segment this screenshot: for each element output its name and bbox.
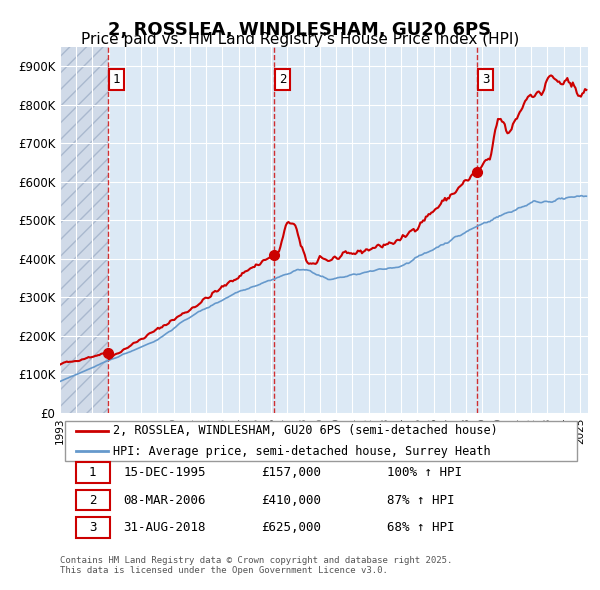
Text: 3: 3 [89, 521, 97, 534]
Text: HPI: Average price, semi-detached house, Surrey Heath: HPI: Average price, semi-detached house,… [113, 445, 490, 458]
Text: 3: 3 [482, 73, 489, 86]
Text: 08-MAR-2006: 08-MAR-2006 [124, 493, 206, 507]
Text: 68% ↑ HPI: 68% ↑ HPI [388, 521, 455, 534]
Text: 2, ROSSLEA, WINDLESHAM, GU20 6PS (semi-detached house): 2, ROSSLEA, WINDLESHAM, GU20 6PS (semi-d… [113, 424, 497, 437]
Text: £410,000: £410,000 [260, 493, 320, 507]
Text: 31-AUG-2018: 31-AUG-2018 [124, 521, 206, 534]
Text: 15-DEC-1995: 15-DEC-1995 [124, 466, 206, 479]
FancyBboxPatch shape [76, 463, 110, 483]
Text: 1: 1 [113, 73, 121, 86]
Text: Price paid vs. HM Land Registry's House Price Index (HPI): Price paid vs. HM Land Registry's House … [81, 32, 519, 47]
Text: £625,000: £625,000 [260, 521, 320, 534]
Text: 87% ↑ HPI: 87% ↑ HPI [388, 493, 455, 507]
Text: 2: 2 [279, 73, 286, 86]
Text: 2: 2 [89, 493, 97, 507]
FancyBboxPatch shape [76, 490, 110, 510]
Text: 100% ↑ HPI: 100% ↑ HPI [388, 466, 463, 479]
FancyBboxPatch shape [65, 421, 577, 461]
FancyBboxPatch shape [76, 517, 110, 537]
Bar [60, 47, 108, 413]
Bar [60, 47, 108, 413]
Text: £157,000: £157,000 [260, 466, 320, 479]
Text: 2, ROSSLEA, WINDLESHAM, GU20 6PS: 2, ROSSLEA, WINDLESHAM, GU20 6PS [109, 21, 491, 39]
Text: 1: 1 [89, 466, 97, 479]
Text: Contains HM Land Registry data © Crown copyright and database right 2025.
This d: Contains HM Land Registry data © Crown c… [60, 556, 452, 575]
